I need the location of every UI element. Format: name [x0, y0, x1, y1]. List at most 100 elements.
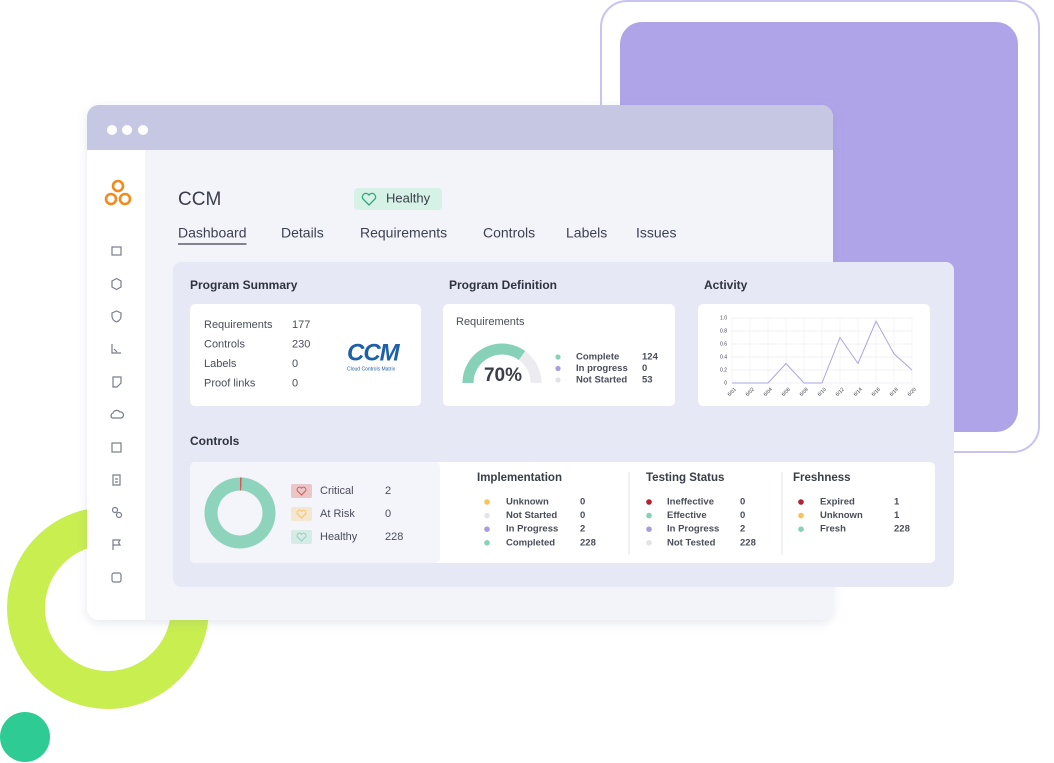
card-subtitle: Requirements: [456, 316, 525, 328]
window-dot: [122, 125, 132, 135]
sidebar-icons[interactable]: [110, 246, 125, 583]
legend-dot: [646, 499, 652, 505]
summary-value: 0: [292, 377, 298, 389]
card: [190, 304, 421, 406]
x-tick-label: 6/08: [799, 387, 810, 398]
x-tick-label: 6/01: [727, 387, 738, 398]
legend-value: 0: [580, 510, 585, 521]
section-title: Program Summary: [190, 278, 298, 292]
activity-line: [732, 320, 913, 384]
title-bar: [87, 105, 833, 150]
status-icon-heart: [296, 509, 307, 519]
legend-dot: [798, 512, 804, 519]
donut-segment: [204, 477, 276, 549]
status-icon: [291, 530, 312, 544]
legend-value: 0: [740, 497, 745, 508]
y-tick-label: 0.4: [720, 354, 727, 360]
status-icon: [291, 484, 312, 498]
summary-label: Labels: [204, 358, 237, 370]
summary-value: 230: [292, 338, 310, 350]
section-title: Activity: [704, 278, 748, 292]
y-tick-label: 0.2: [720, 367, 727, 373]
status-value: 0: [385, 508, 391, 520]
status-icon-heart: [296, 486, 307, 496]
gauge-arc: [462, 343, 526, 384]
y-tick-label: 1.0: [720, 315, 727, 321]
legend-dot: [484, 512, 490, 519]
tab[interactable]: Dashboard: [178, 225, 247, 241]
legend-label: Expired: [820, 497, 855, 508]
legend-label: Fresh: [820, 524, 846, 535]
gauge-label: 70%: [484, 365, 522, 386]
page-title: CCM: [178, 189, 221, 210]
legend-dot: [798, 526, 804, 532]
legend-value: 2: [740, 524, 745, 535]
tab[interactable]: Controls: [483, 225, 535, 241]
legend-label: In progress: [576, 363, 628, 374]
legend-value: 53: [642, 375, 653, 386]
legend-label: In Progress: [506, 524, 558, 535]
legend-value: 228: [740, 537, 756, 548]
x-tick-label: 6/16: [871, 387, 882, 398]
legend-value: 1: [894, 510, 900, 521]
logo-caption: Cloud Controls Matrix: [347, 366, 396, 372]
legend-dot: [484, 540, 490, 546]
legend-value: 0: [740, 510, 745, 521]
sidebar: [87, 150, 145, 620]
legend-value: 228: [894, 524, 910, 535]
x-tick-label: 6/14: [853, 387, 864, 398]
legend-label: Not Tested: [667, 537, 716, 548]
x-tick-label: 6/18: [889, 387, 900, 398]
status-label: At Risk: [320, 508, 355, 520]
status-icon: [361, 192, 377, 206]
status-text: Healthy: [386, 190, 431, 205]
legend-value: 1: [894, 497, 900, 508]
legend-label: Completed: [506, 537, 555, 548]
legend-value: 228: [580, 537, 596, 548]
x-tick-label: 6/12: [835, 387, 846, 398]
window-dot: [138, 125, 148, 135]
status-icon-heart: [296, 532, 307, 542]
x-tick-label: 6/10: [817, 387, 828, 398]
tab[interactable]: Issues: [636, 225, 676, 241]
status-value: 2: [385, 485, 391, 497]
legend-label: In Progress: [667, 524, 719, 535]
legend-dot: [484, 526, 490, 532]
logo: [104, 179, 132, 206]
legend-dot: [646, 540, 652, 546]
group-title: Freshness: [793, 472, 851, 484]
y-tick-label: 0.8: [720, 328, 727, 334]
summary-label: Controls: [204, 338, 245, 350]
status-badge: [354, 188, 442, 210]
summary-label: Requirements: [204, 319, 273, 331]
status-icon: [291, 507, 312, 521]
x-tick-label: 6/06: [781, 387, 792, 398]
logo-text: CCM: [347, 339, 401, 366]
group-title: Testing Status: [646, 472, 724, 484]
tab[interactable]: Details: [281, 225, 324, 241]
legend-dot: [798, 499, 804, 505]
legend-dot: [555, 354, 561, 360]
y-tick-label: 0: [724, 380, 727, 386]
y-tick-label: 0.6: [720, 341, 727, 347]
card-left: [190, 462, 440, 563]
legend-label: Complete: [576, 352, 619, 363]
legend-value: 2: [580, 524, 585, 535]
legend-label: Ineffective: [667, 497, 714, 508]
status-label: Healthy: [320, 531, 358, 543]
legend-label: Not Started: [506, 510, 557, 521]
x-tick-label: 6/20: [907, 387, 918, 398]
legend-value: 124: [642, 352, 659, 363]
status-label: Critical: [320, 485, 354, 497]
section-title: Controls: [190, 434, 240, 448]
legend-value: 0: [642, 363, 647, 374]
x-tick-label: 6/04: [763, 387, 774, 398]
tab[interactable]: Requirements: [360, 225, 447, 241]
legend-dot: [555, 365, 561, 372]
legend-dot: [646, 526, 652, 532]
tab[interactable]: Labels: [566, 225, 607, 241]
summary-value: 177: [292, 319, 310, 331]
status-value: 228: [385, 531, 403, 543]
section-title: Program Definition: [449, 278, 557, 292]
legend-label: Unknown: [820, 510, 863, 521]
